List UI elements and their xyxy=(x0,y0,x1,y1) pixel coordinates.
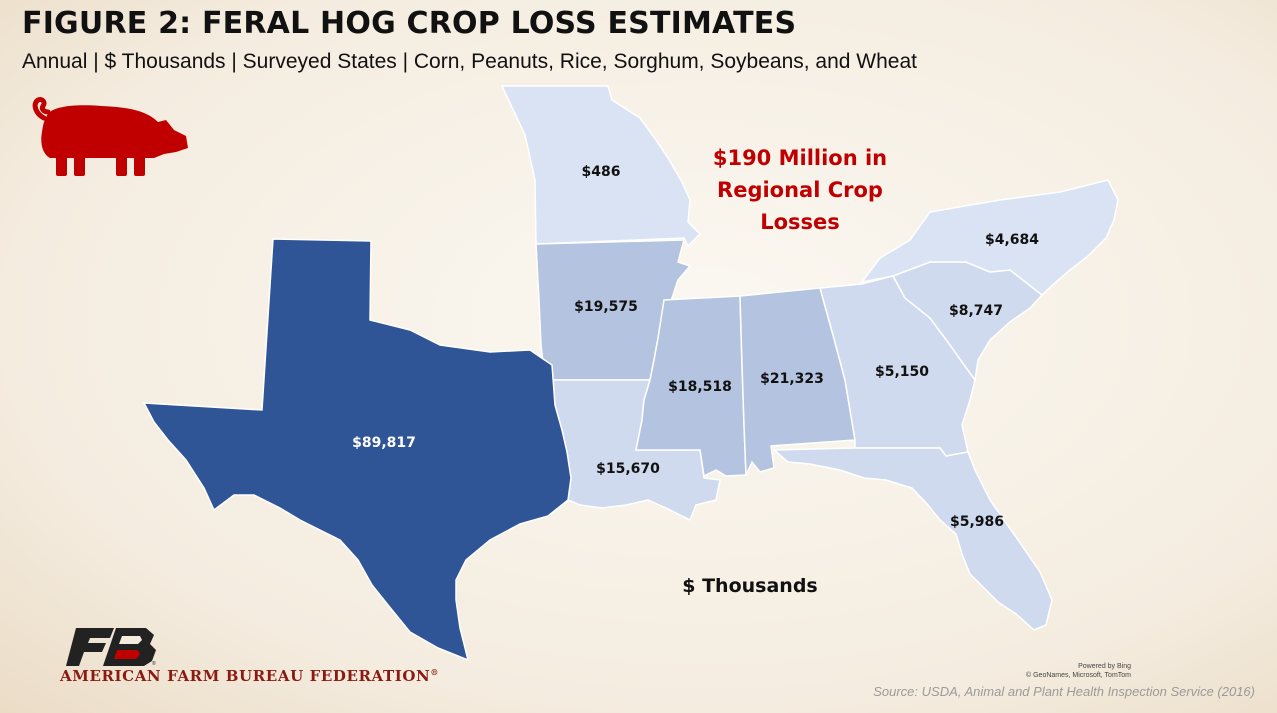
registered-mark: ® xyxy=(152,660,156,666)
label-louisiana: $15,670 xyxy=(596,461,660,477)
page-title: FIGURE 2: FERAL HOG CROP LOSS ESTIMATES xyxy=(22,6,797,41)
label-mississippi: $18,518 xyxy=(668,379,732,395)
units-label: $ Thousands xyxy=(682,575,818,597)
label-north-carolina: $4,684 xyxy=(984,232,1040,248)
label-texas: $89,817 xyxy=(352,435,416,451)
label-missouri: $486 xyxy=(581,164,621,180)
map-attribution: Powered by Bing © GeoNames, Microsoft, T… xyxy=(1026,662,1131,680)
org-registered-mark: ® xyxy=(430,667,439,677)
attribution-line-2: © GeoNames, Microsoft, TomTom xyxy=(1026,672,1131,679)
attribution-line-1: Powered by Bing xyxy=(1078,663,1131,670)
callout-line-2: Regional Crop xyxy=(717,178,883,202)
state-florida[interactable] xyxy=(772,447,1053,631)
label-florida: $5,986 xyxy=(949,514,1005,530)
org-name-text: AMERICAN FARM BUREAU FEDERATION xyxy=(60,667,431,685)
label-georgia: $5,150 xyxy=(874,364,930,380)
callout-line-1: $190 Million in xyxy=(712,146,888,170)
label-alabama: $21,323 xyxy=(760,371,824,387)
org-name: AMERICAN FARM BUREAU FEDERATION® xyxy=(60,667,439,685)
state-texas[interactable] xyxy=(142,238,572,662)
state-missouri[interactable] xyxy=(500,85,702,248)
label-arkansas: $19,575 xyxy=(574,299,638,315)
source-note: Source: USDA, Animal and Plant Health In… xyxy=(873,684,1255,699)
callout-line-3: Losses xyxy=(760,210,840,234)
farm-bureau-logo: ® xyxy=(66,628,156,666)
label-south-carolina: $8,747 xyxy=(948,303,1004,319)
page-subtitle: Annual | $ Thousands | Surveyed States |… xyxy=(22,50,917,73)
state-north-carolina[interactable] xyxy=(860,179,1119,296)
hog-icon xyxy=(32,97,188,176)
total-loss-callout: $190 Million in Regional Crop Losses xyxy=(690,142,910,238)
